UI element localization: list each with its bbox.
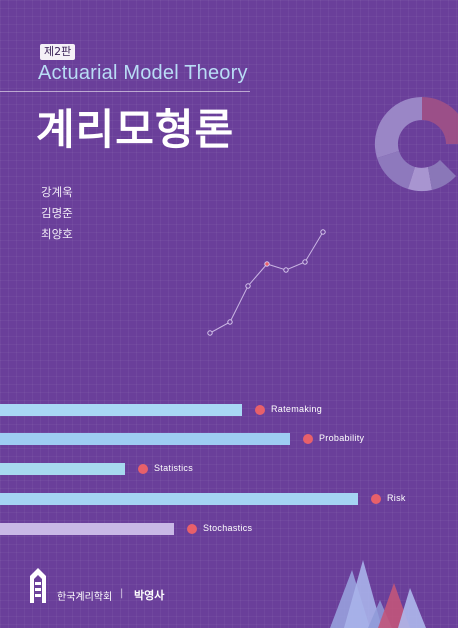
book-title: 계리모형론 [36, 105, 235, 154]
publisher-name: 박영사 [134, 589, 165, 602]
bar-stochastics [0, 523, 174, 535]
donut-segment [408, 167, 432, 192]
bar-marker [371, 494, 381, 504]
footer-separator: | [120, 588, 124, 599]
edition-badge: 제2판 [40, 44, 76, 60]
mountain-decoration [330, 560, 426, 628]
bar-marker [138, 464, 148, 474]
decor-line [209, 231, 324, 334]
bar-risk [0, 493, 358, 505]
decor-point [207, 330, 213, 336]
author-list: 강계욱 김명준 최양호 [41, 184, 73, 247]
decor-point [302, 259, 308, 265]
bar-marker [255, 405, 265, 415]
decor-point [264, 261, 270, 267]
book-subtitle: Actuarial Model Theory [38, 62, 248, 84]
donut-segment [374, 96, 422, 158]
donut-segment [377, 151, 415, 189]
bar-ratemaking [0, 404, 242, 416]
bar-marker [187, 524, 197, 534]
decor-point [227, 319, 233, 325]
bar-label: Ratemaking [271, 404, 323, 414]
author-name: 최양호 [41, 227, 73, 241]
author-name: 강계욱 [41, 185, 73, 199]
bar-label: Probability [319, 433, 365, 443]
bar-label: Stochastics [203, 523, 253, 533]
bar-marker [303, 434, 313, 444]
decor-point [320, 229, 326, 235]
title-divider [0, 91, 250, 92]
bar-statistics [0, 463, 125, 475]
decor-point [245, 283, 251, 289]
bar-label: Risk [387, 493, 406, 503]
donut-segment [428, 160, 456, 190]
bar-label: Statistics [154, 463, 194, 473]
bar-probability [0, 433, 290, 445]
society-name: 한국계리학회 [57, 592, 113, 603]
decor-point [283, 267, 289, 273]
donut-segment [422, 97, 458, 144]
donut-decoration [374, 96, 458, 192]
author-name: 김명준 [41, 206, 73, 220]
society-logo-icon [30, 568, 46, 603]
